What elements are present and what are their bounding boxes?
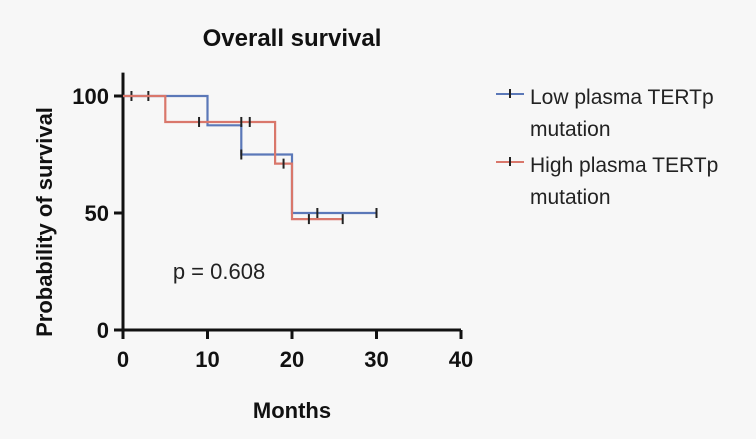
legend-label-high: High plasma TERTp mutation — [530, 154, 719, 209]
legend-item-low: Low plasma TERTp mutation — [496, 82, 746, 146]
x-tick-label: 0 — [117, 347, 129, 372]
legend-item-high: High plasma TERTp mutation — [496, 150, 746, 214]
legend-swatch-high — [496, 152, 524, 172]
y-tick-label: 100 — [72, 84, 109, 109]
series-layer — [123, 91, 378, 225]
series-line-low — [123, 94, 377, 215]
axes: 0 50 100 0 10 20 30 40 — [72, 72, 473, 372]
legend-label-low: Low plasma TERTp mutation — [530, 86, 714, 141]
p-value-annotation: p = 0.608 — [173, 259, 265, 284]
legend-swatch-low — [496, 84, 524, 104]
x-tick-label: 30 — [364, 347, 388, 372]
x-tick-label: 40 — [449, 347, 473, 372]
y-axis-label: Probability of survival — [32, 107, 57, 337]
y-tick-label: 50 — [85, 201, 109, 226]
y-tick-label: 0 — [97, 318, 109, 343]
series-line-high — [123, 94, 343, 221]
chart-title: Overall survival — [203, 25, 382, 52]
legend: Low plasma TERTp mutation High plasma TE… — [496, 82, 746, 218]
x-axis-label: Months — [253, 398, 331, 423]
x-tick-label: 20 — [280, 347, 304, 372]
x-tick-label: 10 — [195, 347, 219, 372]
